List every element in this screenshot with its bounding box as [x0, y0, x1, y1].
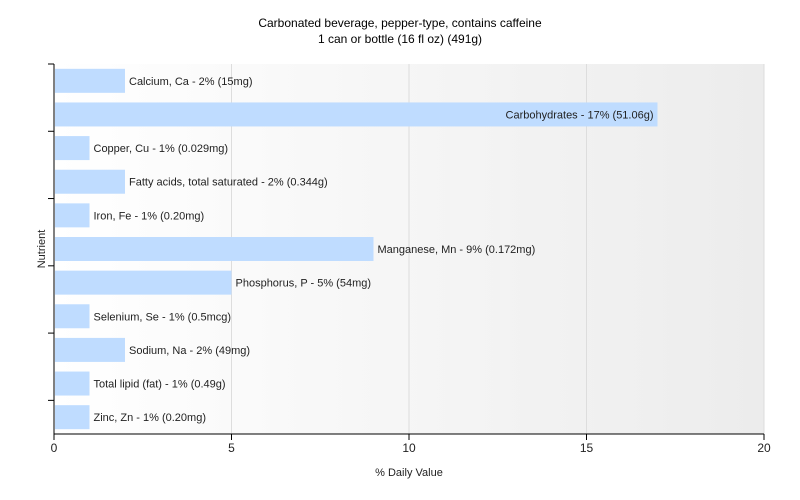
bar	[55, 68, 125, 93]
bar	[55, 169, 125, 194]
bar-label: Carbohydrates - 17% (51.06g)	[506, 109, 654, 121]
chart-title: Carbonated beverage, pepper-type, contai…	[258, 16, 542, 30]
x-tick-label: 10	[402, 441, 416, 455]
chart-subtitle: 1 can or bottle (16 fl oz) (491g)	[317, 32, 483, 46]
bar	[55, 270, 232, 295]
bar	[55, 203, 90, 228]
bar-label: Copper, Cu - 1% (0.029mg)	[94, 143, 229, 155]
bar	[55, 237, 374, 261]
bar	[55, 102, 658, 127]
x-tick-label: 5	[228, 441, 235, 455]
bar	[55, 136, 90, 161]
bar-label: Iron, Fe - 1% (0.20mg)	[94, 210, 205, 222]
bars: Calcium, Ca - 2% (15mg) Carbohydrates - 1…	[55, 68, 658, 430]
x-tick-label: 15	[580, 441, 594, 455]
x-axis-label: % Daily Value	[375, 467, 443, 479]
y-axis-label: Nutrient	[36, 230, 48, 269]
bar-label: Total lipid (fat) - 1% (0.49g)	[94, 379, 226, 391]
x-tick-label: 0	[51, 441, 58, 455]
bar-label: Phosphorus, P - 5% (54mg)	[236, 278, 372, 290]
bar-label: Sodium, Na - 2% (49mg)	[129, 345, 250, 357]
bar	[55, 371, 90, 396]
bar	[55, 304, 90, 329]
bar-label: Manganese, Mn - 9% (0.172mg)	[378, 244, 536, 256]
bar-label: Selenium, Se - 1% (0.5mcg)	[94, 311, 232, 323]
bar	[55, 337, 125, 362]
bar-label: Calcium, Ca - 2% (15mg)	[129, 76, 252, 88]
bar-label: Fatty acids, total saturated - 2% (0.344…	[129, 177, 328, 189]
bar	[55, 405, 90, 430]
axes: 0 5 10 15 20	[48, 63, 771, 455]
x-tick-label: 20	[757, 441, 771, 455]
bar-label: Zinc, Zn - 1% (0.20mg)	[94, 412, 206, 424]
